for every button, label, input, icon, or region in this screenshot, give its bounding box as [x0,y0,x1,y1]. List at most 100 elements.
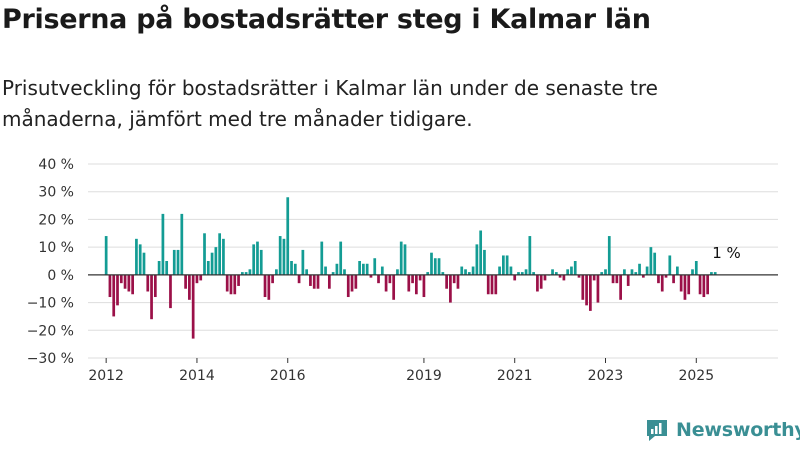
bar [532,272,535,275]
bar [271,274,274,284]
bar [309,274,312,286]
bar [486,274,490,295]
bar [475,244,479,275]
bar [161,213,165,275]
bar [146,274,150,292]
bar [660,274,664,292]
x-tick-label: 2019 [406,368,442,380]
bar [422,274,426,298]
bar [630,269,634,275]
bar [418,274,422,281]
bar [362,263,365,275]
bar [626,274,630,286]
bar [713,272,717,275]
bar [634,272,638,275]
bar [573,261,577,275]
y-tick-label: 0 % [47,268,74,284]
bar [536,274,539,292]
bar [203,233,206,275]
bar [188,274,191,300]
bar [426,272,430,275]
bar [206,261,210,275]
bar [335,263,339,275]
bar [267,274,271,300]
newsworthy-logo-icon [647,420,667,441]
bar [691,269,694,275]
bar [305,269,309,275]
bar [551,269,554,275]
bar [135,238,138,275]
bar [112,274,116,317]
bar [479,230,483,275]
bar [199,274,203,281]
bar [165,261,169,275]
bar [589,274,592,311]
bar [430,252,433,275]
bar [411,274,414,284]
bar [157,261,161,275]
bar [343,269,346,275]
bar [452,274,456,284]
bar [645,266,649,275]
bar [706,274,709,295]
bar [244,272,248,275]
bar [256,241,259,275]
bar [513,274,517,281]
bar [683,274,687,300]
newsworthy-logo: Newsworthy [644,417,800,443]
bar [562,274,566,281]
bar [483,249,486,275]
bar [509,266,513,275]
chart-subtitle: Prisutveckling för bostadsrätter i Kalma… [2,76,658,131]
bar [327,274,331,289]
bar [399,241,403,275]
bar-chart: −30 % −20 % −10 % 0 % 10 % 20 % 30 % 40 % 2012 20… [27,157,778,380]
bar [520,272,524,275]
bar [445,274,448,289]
bar [331,272,335,275]
bar [524,269,528,275]
bar [138,244,142,275]
bar [210,252,214,275]
bar [467,272,471,275]
bar [592,274,596,281]
bar [286,197,290,275]
bar [414,274,418,295]
bar [657,274,660,284]
bar [600,272,604,275]
bar [123,274,127,289]
y-tick-label: 40 % [38,157,74,173]
bar [278,236,282,275]
bar [581,274,585,300]
x-tick-label: 2021 [497,368,533,380]
bar [339,241,343,275]
bar [312,274,316,289]
bar [259,249,263,275]
bar [433,258,437,275]
bar [494,274,498,295]
bar [369,274,373,278]
bar [460,266,464,275]
bar [229,274,233,295]
bar [539,274,543,289]
bar [664,274,668,278]
bar [218,233,221,275]
bar [172,249,176,275]
bar [297,274,301,284]
bar [388,274,392,284]
bar [184,274,187,289]
y-tick-label: 30 % [38,185,74,201]
bar [558,274,562,278]
bar [222,238,225,275]
bar [131,274,134,295]
bar [528,236,532,275]
bar [698,274,702,295]
bar [263,274,267,298]
x-tick-label: 2012 [88,368,124,380]
bar [396,269,399,275]
bar [471,266,475,275]
bar [679,274,683,292]
bar [104,236,108,275]
bar [108,274,112,298]
bar [641,274,645,278]
